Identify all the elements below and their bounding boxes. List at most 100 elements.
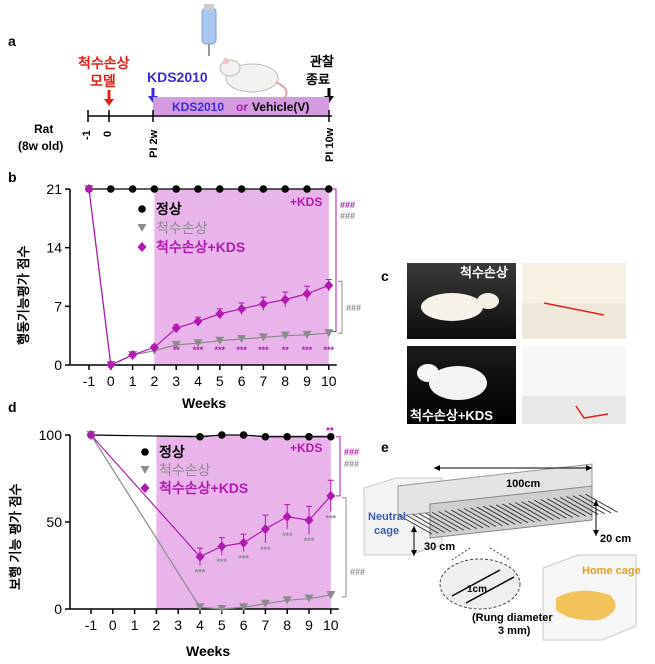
legend-marker xyxy=(140,483,150,493)
ladder-length: 100cm xyxy=(506,478,540,490)
panel-d-letter: d xyxy=(8,399,17,415)
ladder-rung xyxy=(482,505,516,525)
legend-label: 정상 xyxy=(159,444,185,460)
data-point xyxy=(258,333,268,342)
photo-sci-hindlimb xyxy=(522,263,626,339)
ladder-rung xyxy=(495,504,529,524)
ladder-rung xyxy=(489,505,522,524)
chart-b-shade-label: +KDS xyxy=(290,195,322,209)
ladder-rung xyxy=(502,503,535,523)
data-point xyxy=(218,431,226,439)
data-point xyxy=(260,523,270,534)
x-tick-label: -1 xyxy=(83,373,96,389)
series-line xyxy=(90,434,331,610)
x-tick-label: 10 xyxy=(321,373,337,389)
data-point xyxy=(304,594,314,603)
bar-text-vehicle: Vehicle(V) xyxy=(252,100,309,114)
ladder-rung xyxy=(514,502,548,521)
x-tick-label: -1 xyxy=(85,617,98,633)
chart-d-sig-top-kds: ### xyxy=(344,447,359,457)
significance-kds: *** xyxy=(236,345,247,355)
ladder-height: 20 cm xyxy=(600,533,631,545)
significance-sci: *** xyxy=(326,514,337,524)
chart-d-xlabel: Weeks xyxy=(186,643,230,659)
rat-label: Rat xyxy=(34,122,53,136)
ladder-rung xyxy=(406,514,439,534)
data-point xyxy=(239,431,248,439)
ladder-rung xyxy=(546,498,580,518)
significance-kds: *** xyxy=(324,345,335,355)
kds-start-label: KDS2010 xyxy=(147,69,208,85)
photo-label-top: 척수손상 xyxy=(460,265,508,280)
photo-kds-hindlimb xyxy=(522,346,626,424)
data-point xyxy=(150,185,159,193)
ladder-rung xyxy=(476,506,510,526)
x-tick-label: 10 xyxy=(323,617,339,633)
ladder-rung xyxy=(534,499,567,519)
y-tick-label: 0 xyxy=(54,357,62,373)
panel-a-letter: a xyxy=(8,33,16,49)
data-point xyxy=(107,185,115,193)
legend-label: 척수손상 xyxy=(159,462,211,478)
x-tick-label: 7 xyxy=(262,617,270,633)
ladder-rung xyxy=(457,508,490,528)
bar-text-or: or xyxy=(236,100,248,114)
data-point xyxy=(215,336,225,345)
sig-bracket xyxy=(342,497,347,598)
data-point xyxy=(217,541,227,552)
ladder-rung xyxy=(566,496,599,515)
ladder-rung xyxy=(521,501,554,521)
treatment-bar xyxy=(153,97,329,115)
data-point xyxy=(84,184,94,194)
x-tick-label: 2 xyxy=(151,373,159,389)
ladder-rung xyxy=(572,495,606,515)
photo-label-bottom: 척수손상+KDS xyxy=(410,408,493,423)
data-point xyxy=(128,349,138,360)
data-point xyxy=(304,515,314,526)
data-point xyxy=(282,511,292,522)
timeline-tick-m1: -1 xyxy=(81,130,93,140)
sig-bracket xyxy=(336,436,341,497)
y-tick-label: 21 xyxy=(46,181,62,197)
bar-text-kds: KDS2010 xyxy=(172,100,224,114)
chart-b-sig-top-kds: ### xyxy=(340,200,355,210)
significance-kds: *** xyxy=(193,345,204,355)
chart-d-sig-bottom: ### xyxy=(350,567,365,577)
y-tick-label: 14 xyxy=(46,240,62,256)
significance-kds: ** xyxy=(282,345,290,355)
legend-label: 척수손상+KDS xyxy=(159,480,248,496)
x-tick-label: 8 xyxy=(281,373,289,389)
x-tick-label: 4 xyxy=(194,373,202,389)
neutral-cage-label-1: Neutral xyxy=(368,511,406,523)
data-point xyxy=(327,432,335,441)
photo-sci-side xyxy=(407,263,516,339)
chart-d-shade-label: +KDS xyxy=(290,441,322,455)
data-point xyxy=(215,308,225,319)
significance-kds: *** xyxy=(215,345,226,355)
legend-label: 척수손상+KDS xyxy=(156,239,245,255)
timeline-tick-pi2: PI 2w xyxy=(148,129,160,158)
data-point xyxy=(216,185,224,193)
significance-kds: *** xyxy=(258,345,269,355)
data-point xyxy=(280,331,290,340)
ladder-rung xyxy=(553,497,586,517)
data-point xyxy=(172,185,180,193)
significance-sci: *** xyxy=(217,557,228,567)
significance-sci: *** xyxy=(238,554,249,564)
data-point xyxy=(305,432,313,441)
y-tick-label: 100 xyxy=(39,427,63,443)
chart-b-sig-top-sci: ### xyxy=(340,211,355,221)
data-point xyxy=(303,185,311,193)
ladder-rung xyxy=(463,508,497,527)
x-tick-label: 0 xyxy=(109,617,117,633)
data-point xyxy=(324,280,334,291)
chart-d-ylabel: 보행 기능 평가 점수 xyxy=(8,483,23,590)
injury-arrow xyxy=(104,90,114,106)
neutral-cage-label-2: cage xyxy=(374,525,399,537)
ladder-width: 30 cm xyxy=(424,541,455,553)
timeline xyxy=(87,110,332,122)
significance-sci: *** xyxy=(260,545,271,555)
photo-kds-side xyxy=(407,346,516,424)
data-point xyxy=(324,329,334,338)
